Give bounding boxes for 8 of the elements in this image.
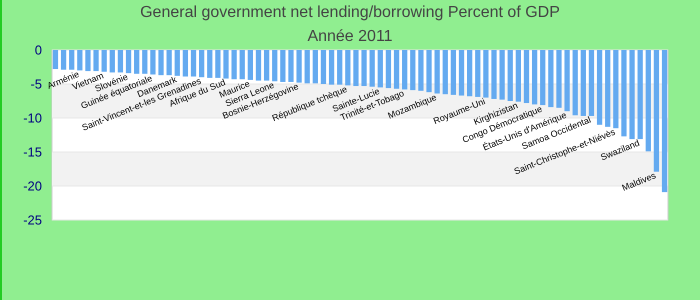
chart-title: General government net lending/borrowing Percent of GDP: [140, 4, 560, 21]
chart-subtitle: Année 2011: [307, 28, 393, 45]
y-tick-label: -25: [23, 212, 42, 228]
y-tick-label: -10: [23, 110, 42, 126]
y-tick-label: -20: [23, 178, 42, 194]
y-tick-label: 0: [34, 42, 42, 58]
y-tick-label: -5: [30, 76, 42, 92]
y-tick-label: -15: [23, 144, 42, 160]
